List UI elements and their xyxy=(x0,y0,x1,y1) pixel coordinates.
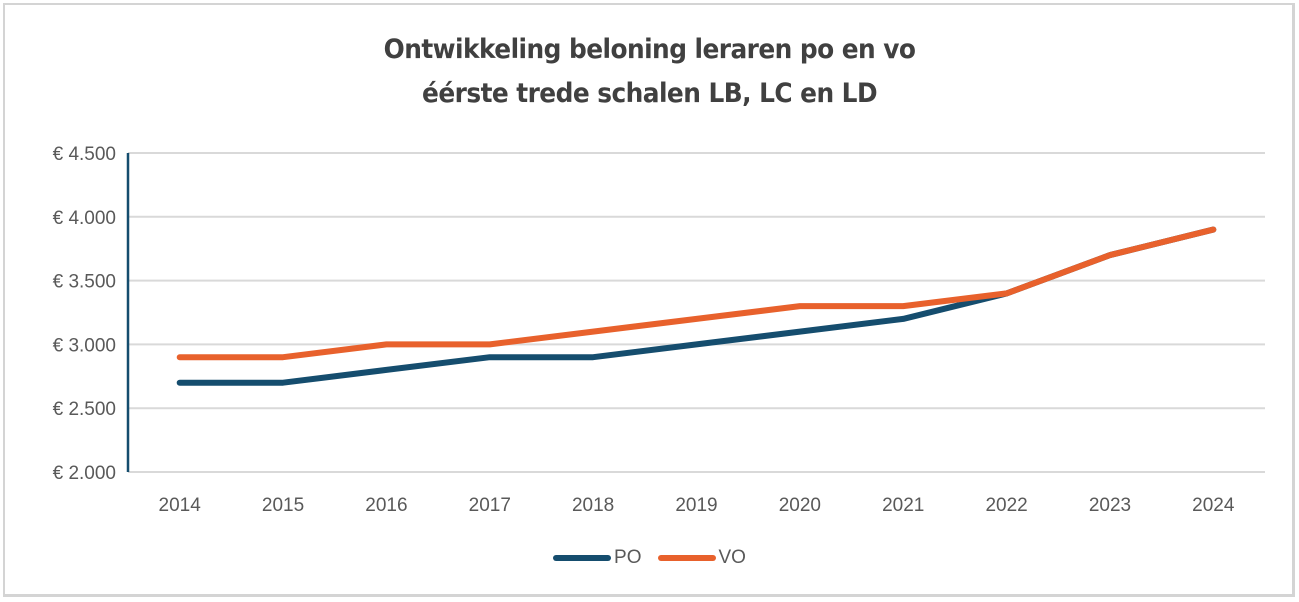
x-tick-label: 2014 xyxy=(159,495,202,516)
x-tick-label: 2022 xyxy=(985,495,1027,516)
series-line-po xyxy=(176,226,1217,386)
series-lines xyxy=(176,226,1217,386)
y-tick-label: € 3.500 xyxy=(53,272,116,293)
y-tick-label: € 2.500 xyxy=(53,399,116,420)
legend-item-vo: VO xyxy=(657,547,746,569)
x-tick-label: 2023 xyxy=(1089,495,1131,516)
x-tick-label: 2020 xyxy=(779,495,821,516)
y-tick-label: € 3.000 xyxy=(53,335,116,356)
legend-item-po: PO xyxy=(553,547,642,569)
chart-title-line-2: éérste trede schalen LB, LC en LD xyxy=(422,78,878,109)
legend: PO VO xyxy=(0,547,1299,569)
legend-label-vo: VO xyxy=(718,547,746,568)
x-axis-ticks: 2014 2015 2016 2017 2018 2019 2020 2021 2022 2023… xyxy=(159,495,1235,516)
x-tick-label: 2015 xyxy=(262,495,304,516)
x-tick-label: 2024 xyxy=(1192,495,1235,516)
series-line-vo xyxy=(176,226,1217,361)
y-tick-label: € 2.000 xyxy=(53,463,116,484)
legend-swatch-po xyxy=(553,555,612,561)
x-tick-label: 2016 xyxy=(365,495,407,516)
y-axis-ticks: € 2.000 € 2.500 € 3.000 € 3.500 € 4.000 € 4.5… xyxy=(53,144,116,484)
chart-title-line-1: Ontwikkeling beloning leraren po en vo xyxy=(383,34,916,65)
chart-frame xyxy=(3,3,1295,597)
x-tick-label: 2017 xyxy=(469,495,511,516)
legend-swatch-vo xyxy=(657,555,716,561)
x-tick-label: 2019 xyxy=(675,495,717,516)
y-tick-label: € 4.500 xyxy=(53,144,116,165)
legend-label-po: PO xyxy=(614,547,642,568)
x-tick-label: 2021 xyxy=(882,495,924,516)
y-tick-label: € 4.000 xyxy=(53,208,116,229)
chart-title: Ontwikkeling beloning leraren po en vo é… xyxy=(52,28,1247,116)
gridlines xyxy=(128,152,1265,473)
x-tick-label: 2018 xyxy=(572,495,614,516)
